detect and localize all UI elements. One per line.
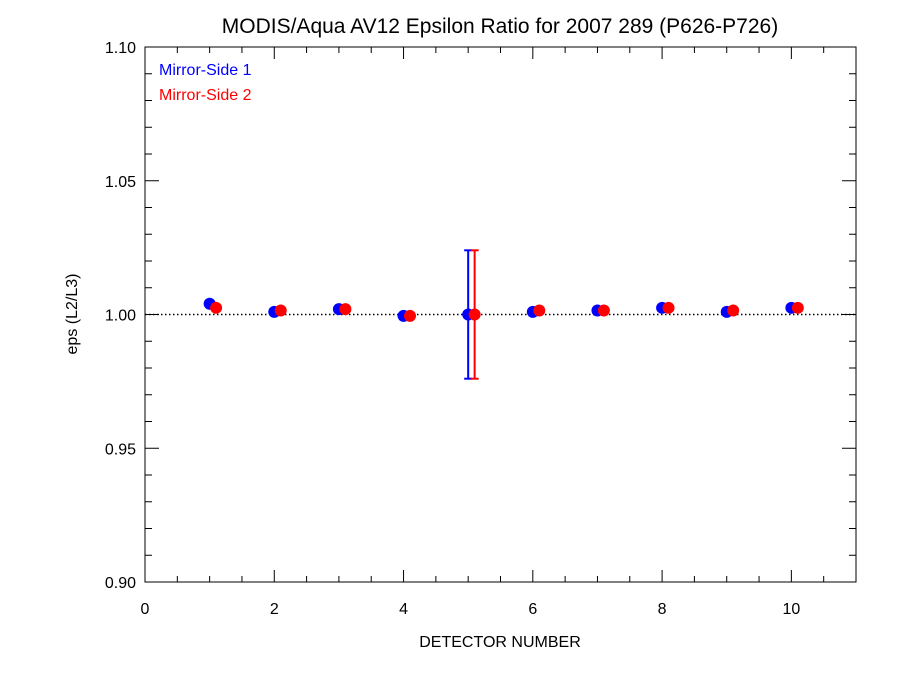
x-tick-label: 0 [141, 601, 150, 618]
point-series-2 [791, 301, 804, 314]
x-tick-label: 6 [528, 601, 537, 618]
y-tick-label: 0.95 [105, 441, 136, 458]
x-tick-label: 8 [658, 601, 667, 618]
point-series-2 [468, 308, 481, 321]
y-tick-label: 0.90 [105, 575, 136, 592]
point-series-2 [274, 304, 287, 317]
x-tick-label: 2 [270, 601, 279, 618]
point-series-2 [533, 304, 546, 317]
y-tick-label: 1.00 [105, 308, 136, 325]
legend-mirror-side-1: Mirror-Side 1 [159, 62, 252, 79]
axis-ticks [144, 46, 857, 583]
y-tick-label: 1.10 [105, 40, 136, 57]
point-series-2 [597, 304, 610, 317]
point-series-2 [662, 301, 675, 314]
x-tick-label: 10 [782, 601, 800, 618]
point-series-2 [339, 303, 352, 316]
point-series-2 [404, 309, 417, 322]
point-series-2 [210, 301, 223, 314]
x-axis-label: DETECTOR NUMBER [419, 634, 581, 651]
y-axis-label: eps (L2/L3) [64, 274, 81, 355]
chart-title: MODIS/Aqua AV12 Epsilon Ratio for 2007 2… [222, 15, 778, 38]
axis-tick-labels: 0 2 4 6 8 10 0.90 0.95 1.00 1.05 1.10 [105, 40, 801, 618]
point-series-2 [727, 304, 740, 317]
x-tick-label: 4 [399, 601, 408, 618]
legend-mirror-side-2: Mirror-Side 2 [159, 87, 252, 104]
y-tick-label: 1.05 [105, 174, 136, 191]
data-points [203, 297, 804, 322]
